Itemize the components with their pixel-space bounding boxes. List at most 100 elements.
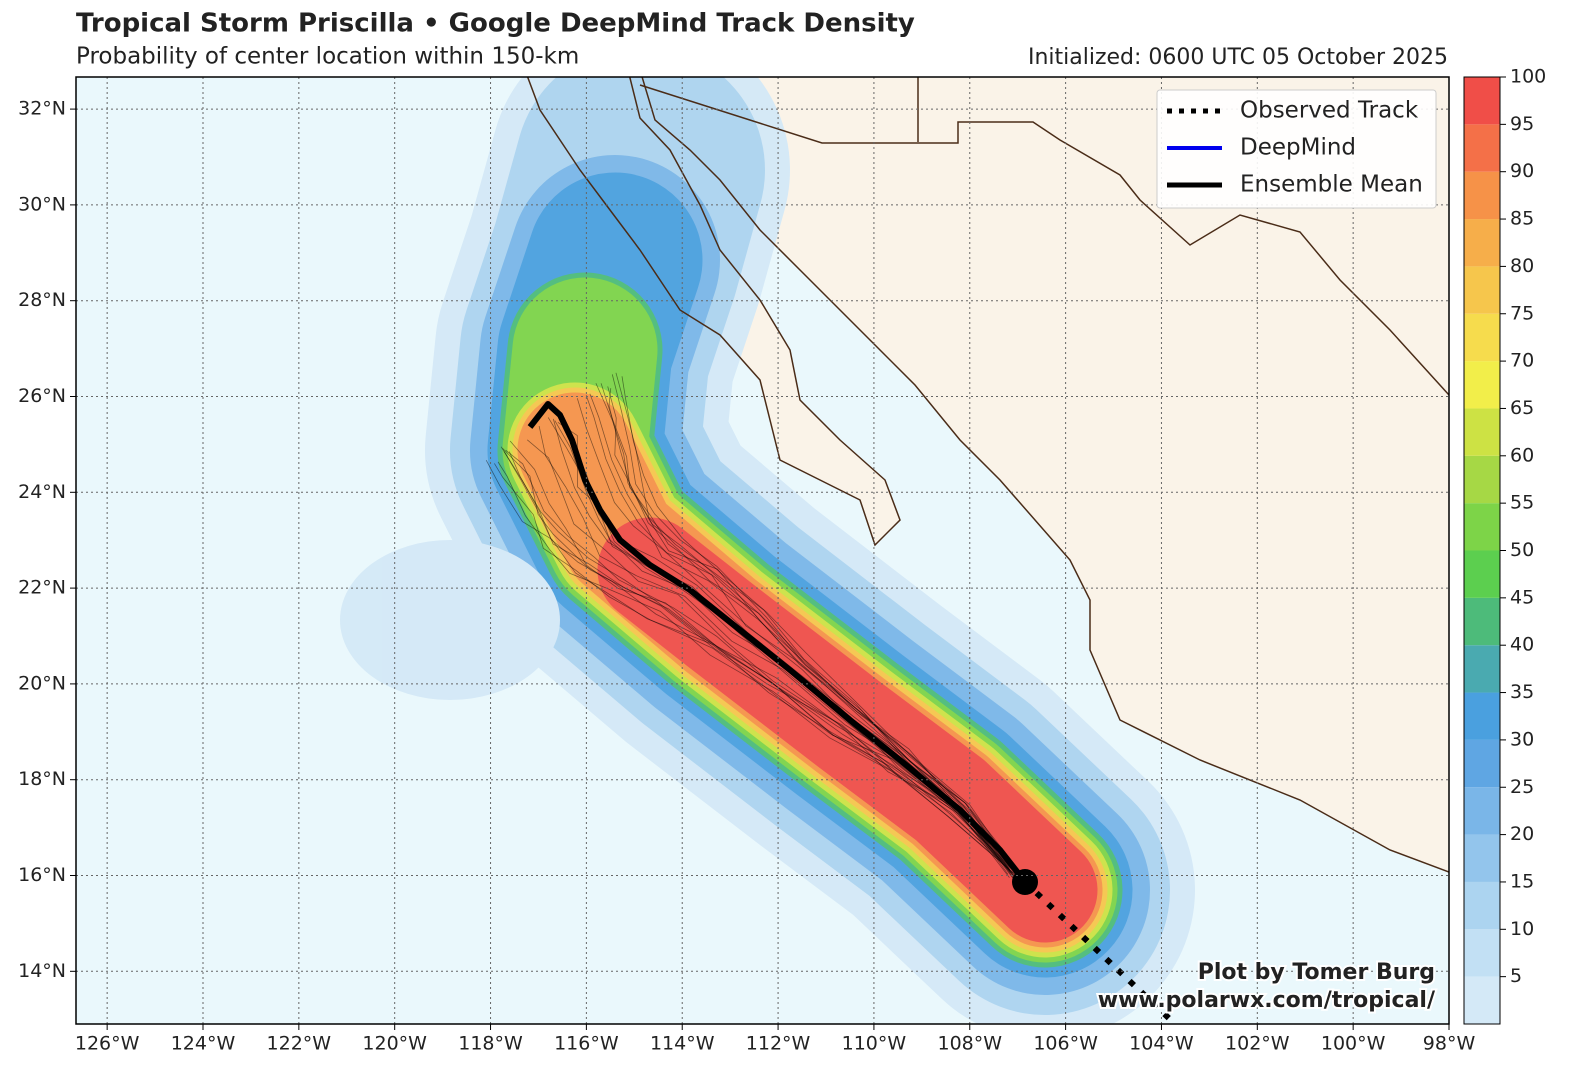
legend-label: Ensemble Mean <box>1240 172 1423 198</box>
colorbar-tick-label: 15 <box>1510 870 1534 892</box>
colorbar-bin <box>1464 976 1500 1024</box>
lon-tick-label: 104°W <box>1129 1033 1194 1055</box>
colorbar-bin <box>1464 929 1500 977</box>
initialized: Initialized: 0600 UTC 05 October 2025 <box>1028 45 1448 70</box>
colorbar-bin <box>1464 266 1500 314</box>
colorbar-bin <box>1464 739 1500 788</box>
coastline <box>641 77 1449 873</box>
colorbar-tick-label: 70 <box>1510 350 1534 372</box>
colorbar-bin <box>1464 219 1500 267</box>
lat-tick-label: 28°N <box>18 289 66 311</box>
member-track <box>526 439 1009 875</box>
member-track <box>500 446 1010 871</box>
colorbar-bin <box>1464 881 1500 930</box>
lon-tick-label: 122°W <box>267 1033 332 1055</box>
colorbar-tick-label: 40 <box>1510 634 1534 656</box>
member-track <box>494 463 1013 874</box>
lon-tick-label: 112°W <box>746 1033 811 1055</box>
colorbar-tick-label: 30 <box>1510 728 1534 750</box>
member-track <box>585 395 1017 880</box>
member-track <box>485 459 1016 875</box>
colorbar-tick-label: 95 <box>1510 113 1534 135</box>
member-track <box>558 415 1015 880</box>
colorbar-bin <box>1464 692 1500 740</box>
colorbar-bin <box>1464 313 1500 362</box>
member-track <box>595 383 1019 881</box>
colorbar-bin <box>1464 503 1500 551</box>
land <box>642 77 1449 872</box>
lon-tick-label: 126°W <box>75 1033 140 1055</box>
initial-position <box>1012 869 1038 895</box>
lon-tick-label: 106°W <box>1033 1033 1098 1055</box>
colorbar-tick-label: 60 <box>1510 444 1534 466</box>
member-track <box>576 398 1021 872</box>
colorbar-bin <box>1464 645 1500 693</box>
colorbar-bin <box>1464 550 1500 598</box>
colorbar-tick-label: 75 <box>1510 302 1534 324</box>
colorbar-tick-label: 90 <box>1510 160 1534 182</box>
lat-tick-label: 32°N <box>18 98 66 120</box>
lon-tick-label: 102°W <box>1225 1033 1290 1055</box>
member-track <box>589 393 1020 879</box>
lat-tick-label: 20°N <box>18 672 66 694</box>
colorbar: 5 10 15 20 25 30 35 40 45 50 55 60 65 70 75 80 85 90 95 100 <box>1463 66 1546 1025</box>
lat-tick-label: 30°N <box>18 193 66 215</box>
lat-tick-label: 24°N <box>18 481 66 503</box>
member-track <box>607 386 1019 873</box>
lon-tick-label: 116°W <box>554 1033 619 1055</box>
colorbar-bin <box>1464 77 1500 125</box>
lon-tick-label: 100°W <box>1321 1033 1386 1055</box>
lat-tick-label: 14°N <box>18 960 66 982</box>
colorbar-tick-label: 5 <box>1510 965 1522 987</box>
border <box>639 84 1449 396</box>
legend-box <box>1156 89 1437 209</box>
colorbar-tick-label: 65 <box>1510 397 1534 419</box>
member-track <box>505 449 1020 877</box>
coastline <box>526 77 901 547</box>
member-track <box>600 383 1011 870</box>
colorbar-bin <box>1464 597 1500 646</box>
colorbar-bin <box>1464 171 1500 220</box>
member-track <box>502 448 1013 876</box>
member-track <box>608 388 1011 874</box>
credit: www.polarwx.com/tropical/ <box>1098 988 1436 1013</box>
member-track <box>509 440 1015 876</box>
lon-tick-label: 114°W <box>650 1033 715 1055</box>
colorbar-tick-label: 35 <box>1510 681 1534 703</box>
legend-label: Observed Track <box>1240 98 1419 124</box>
lat-tick-label: 18°N <box>18 768 66 790</box>
colorbar-bin <box>1464 408 1500 456</box>
colorbar-tick-label: 100 <box>1510 66 1546 88</box>
lon-tick-label: 118°W <box>458 1033 523 1055</box>
map-area <box>76 77 1449 1024</box>
member-track <box>508 451 1021 878</box>
lon-tick-label: 124°W <box>171 1033 236 1055</box>
colorbar-bin <box>1464 787 1500 835</box>
lon-tick-label: 110°W <box>842 1033 907 1055</box>
legend-label: DeepMind <box>1240 135 1356 161</box>
title: Tropical Storm Priscilla • Google DeepMi… <box>76 9 915 39</box>
subtitle: Probability of center location within 15… <box>76 44 579 70</box>
colorbar-bin <box>1464 455 1500 504</box>
colorbar-tick-label: 80 <box>1510 255 1534 277</box>
lat-tick-label: 16°N <box>18 864 66 886</box>
lon-tick-label: 98°W <box>1423 1033 1476 1055</box>
credit: Plot by Tomer Burg <box>1198 960 1435 985</box>
colorbar-tick-label: 85 <box>1510 208 1534 230</box>
legend: Observed Track DeepMind Ensemble Mean <box>1156 89 1437 209</box>
colorbar-bin <box>1464 124 1500 172</box>
lon-tick-label: 108°W <box>937 1033 1002 1055</box>
colorbar-bin <box>1464 361 1500 409</box>
member-track <box>503 451 1015 875</box>
colorbar-tick-label: 25 <box>1510 776 1534 798</box>
member-track <box>621 376 1017 871</box>
colorbar-tick-label: 55 <box>1510 492 1534 514</box>
lat-tick-label: 26°N <box>18 385 66 407</box>
member-track <box>497 461 1016 873</box>
colorbar-tick-label: 45 <box>1510 586 1534 608</box>
density-layer <box>340 540 560 700</box>
observed-track <box>1022 879 1178 1024</box>
colorbar-tick-label: 50 <box>1510 539 1534 561</box>
graticule: 126°W 124°W 122°W 120°W 118°W 116°W 114°W 112°W… <box>18 77 1475 1055</box>
